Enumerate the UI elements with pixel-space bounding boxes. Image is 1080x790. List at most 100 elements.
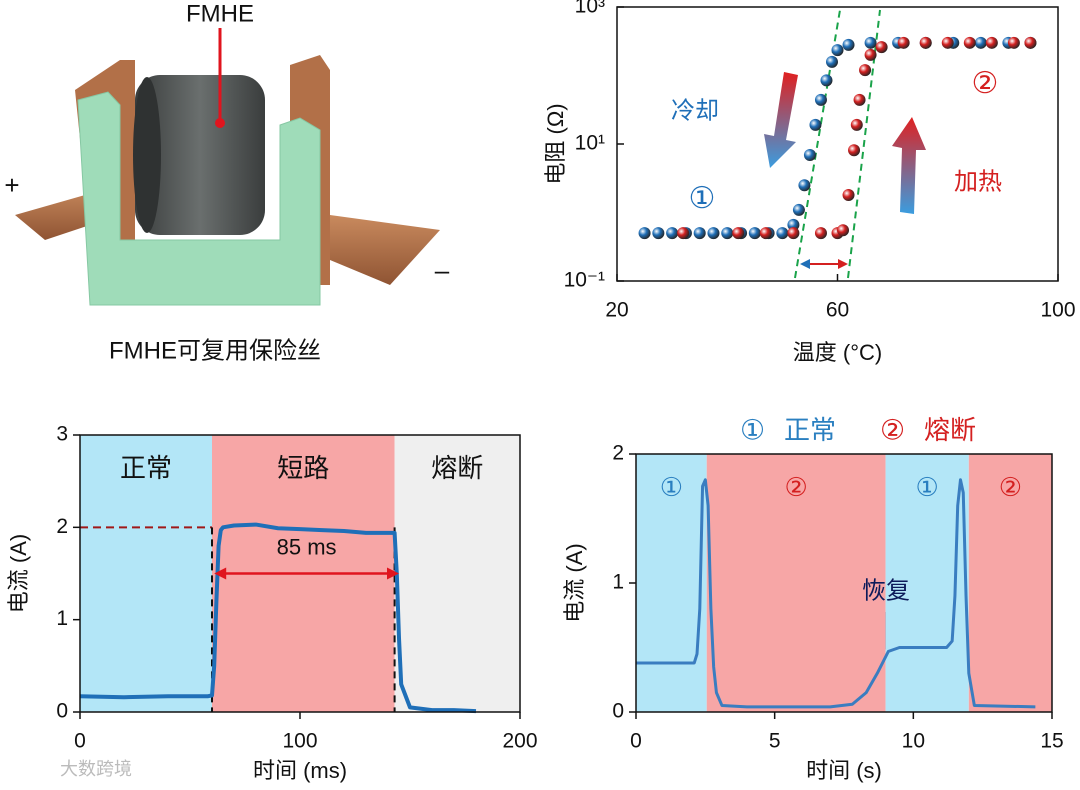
current-line bbox=[636, 478, 1036, 709]
data-point bbox=[974, 36, 987, 49]
plus-sign: + bbox=[4, 170, 19, 200]
x-tick-label: 20 bbox=[605, 299, 628, 322]
data-point bbox=[814, 93, 827, 106]
data-point bbox=[814, 227, 827, 240]
data-point bbox=[831, 44, 844, 57]
y-axis-label: 电流 (A) bbox=[562, 543, 587, 622]
watermark: 大数跨境 bbox=[60, 759, 132, 779]
plot-frame bbox=[635, 453, 1053, 713]
region-label: ① bbox=[660, 472, 683, 502]
guide-line bbox=[794, 9, 841, 279]
green-holder bbox=[77, 91, 321, 306]
y-tick-label: 2 bbox=[612, 442, 624, 465]
data-point bbox=[732, 227, 745, 240]
region bbox=[394, 435, 520, 712]
cylinder-end bbox=[133, 77, 161, 233]
data-point bbox=[919, 36, 932, 49]
pointer-dot bbox=[215, 118, 225, 128]
legend-symbol: ① bbox=[740, 414, 765, 445]
y-tick-label: 1 bbox=[56, 607, 68, 630]
x-tick-label: 10 bbox=[902, 730, 925, 753]
y-tick-label: 10⁻¹ bbox=[564, 269, 605, 292]
annotation: 恢复 bbox=[862, 577, 910, 604]
data-point bbox=[787, 227, 800, 240]
x-tick-label: 100 bbox=[282, 730, 317, 753]
region bbox=[636, 454, 707, 712]
legend-symbol: ② bbox=[880, 414, 905, 445]
fmhe-label: FMHE bbox=[186, 0, 254, 27]
data-point bbox=[853, 93, 866, 106]
cooling-arrow bbox=[764, 72, 798, 168]
plot-frame bbox=[616, 6, 1059, 282]
arrow-head bbox=[800, 259, 810, 269]
region bbox=[80, 435, 212, 712]
span-label: 85 ms bbox=[277, 534, 337, 559]
data-point bbox=[787, 218, 800, 231]
arrow-head bbox=[838, 259, 848, 269]
region-label: ② bbox=[785, 472, 808, 502]
arrow-head bbox=[387, 567, 399, 580]
x-axis-label: 时间 (ms) bbox=[253, 758, 347, 783]
data-point bbox=[798, 179, 811, 192]
y-tick-label: 10¹ bbox=[575, 132, 605, 155]
plot-frame bbox=[79, 434, 521, 713]
region-label: 熔断 bbox=[431, 453, 483, 483]
data-point bbox=[803, 149, 816, 162]
data-point bbox=[850, 118, 863, 131]
data-point bbox=[820, 74, 833, 87]
data-point bbox=[792, 203, 805, 216]
data-point bbox=[638, 227, 651, 240]
data-point bbox=[809, 118, 822, 131]
x-tick-label: 60 bbox=[826, 299, 849, 322]
y-axis-label: 电阻 (Ω) bbox=[543, 103, 568, 184]
y-tick-label: 1 bbox=[612, 571, 624, 594]
y-tick-label: 2 bbox=[56, 515, 68, 538]
data-point bbox=[748, 227, 761, 240]
heating-arrow bbox=[892, 117, 926, 214]
y-tick-label: 10³ bbox=[575, 0, 605, 18]
x-tick-label: 200 bbox=[502, 730, 537, 753]
data-point bbox=[721, 227, 734, 240]
series-label: 冷却 bbox=[671, 97, 719, 124]
y-axis-label: 电流 (A) bbox=[6, 534, 31, 613]
arrow-head bbox=[214, 567, 227, 580]
caption: FMHE可复用保险丝 bbox=[109, 337, 321, 364]
fuse-illustration: FMHE + – FMHE可复用保险丝 bbox=[4, 0, 449, 364]
data-point bbox=[864, 36, 877, 49]
region-label: ② bbox=[999, 472, 1022, 502]
annotation: ② bbox=[972, 67, 999, 100]
annotation: ① bbox=[689, 182, 716, 215]
data-point bbox=[864, 48, 877, 61]
data-point bbox=[776, 227, 789, 240]
region bbox=[706, 454, 886, 712]
region bbox=[968, 454, 1052, 712]
data-point bbox=[1024, 36, 1037, 49]
data-point bbox=[677, 227, 690, 240]
fmhe-cylinder bbox=[135, 75, 265, 235]
data-point bbox=[666, 227, 679, 240]
data-point bbox=[842, 189, 855, 202]
x-tick-label: 100 bbox=[1040, 299, 1075, 322]
data-point bbox=[985, 36, 998, 49]
hysteresis-decor bbox=[764, 9, 926, 279]
data-point bbox=[837, 224, 850, 237]
data-point bbox=[652, 227, 665, 240]
data-point bbox=[1007, 36, 1020, 49]
data-point bbox=[693, 227, 706, 240]
y-tick-label: 0 bbox=[612, 700, 624, 723]
x-axis-label: 温度 (°C) bbox=[793, 340, 882, 365]
data-point bbox=[707, 227, 720, 240]
terminal-right bbox=[330, 215, 440, 285]
data-point bbox=[759, 227, 772, 240]
data-point bbox=[848, 144, 861, 157]
x-tick-label: 15 bbox=[1040, 730, 1063, 753]
y-tick-label: 3 bbox=[56, 423, 68, 446]
chart: 正常 短路 熔断 0 1 2 3 0 100 200 时间 (ms) 电流 (A) 85 ms bbox=[6, 423, 538, 783]
data-point bbox=[859, 64, 872, 77]
minus-sign: – bbox=[435, 255, 450, 285]
data-point bbox=[875, 41, 888, 54]
data-point bbox=[963, 36, 976, 49]
